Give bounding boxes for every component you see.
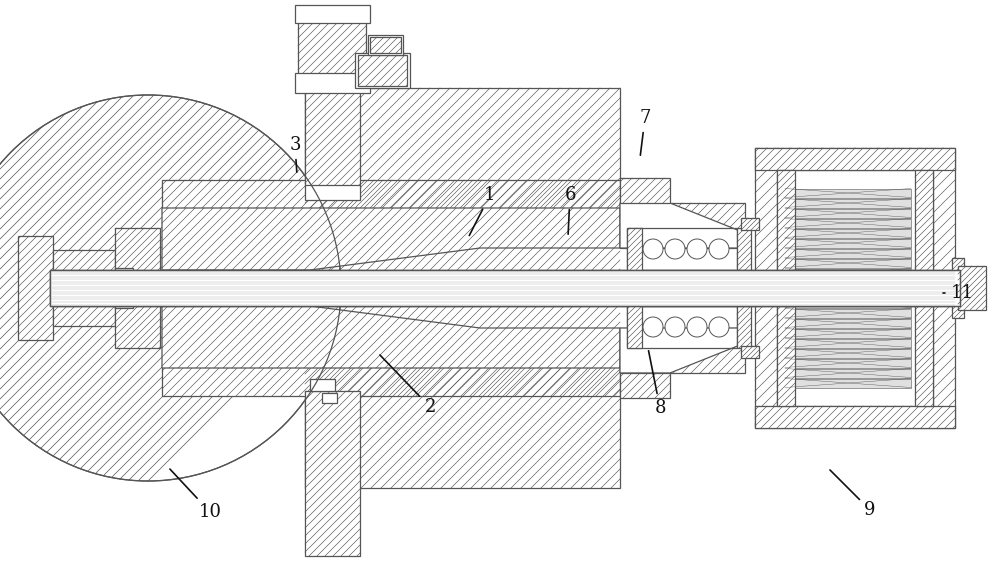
Bar [627,306,737,348]
Circle shape [0,95,341,481]
Bar [305,88,620,208]
Text: 7: 7 [639,109,651,155]
Bar [785,238,911,248]
Circle shape [687,239,707,259]
Bar [755,406,955,428]
Circle shape [709,317,729,337]
Bar [355,53,410,88]
Bar [53,250,115,326]
Bar [368,35,403,55]
Bar [785,358,911,368]
Bar [620,328,745,373]
Bar [958,266,986,310]
Bar [915,170,933,406]
Text: 2: 2 [380,355,436,416]
Bar [755,148,955,428]
Bar [305,88,360,188]
Bar [785,298,911,308]
Bar [370,37,401,53]
Bar [115,293,160,348]
Bar [785,208,911,218]
Circle shape [643,317,663,337]
Text: 3: 3 [289,136,301,172]
Circle shape [643,239,663,259]
Text: 10: 10 [170,469,222,521]
Bar [115,228,160,283]
Bar [785,258,911,268]
Bar [50,270,960,306]
Bar [785,369,911,377]
Bar [785,279,911,287]
Bar [295,73,370,93]
Bar [322,393,337,403]
Polygon shape [162,306,620,368]
Bar [785,228,911,238]
Bar [162,180,620,210]
Text: 1: 1 [469,186,496,235]
Bar [785,288,911,298]
Bar [18,236,53,340]
Bar [50,270,960,306]
Polygon shape [620,328,745,373]
Bar [785,189,911,197]
Bar [785,249,911,257]
Bar [785,309,911,317]
Bar [737,228,751,270]
Polygon shape [620,203,745,248]
Bar [785,349,911,358]
Bar [777,170,933,406]
Bar [620,178,670,203]
Bar [620,373,670,398]
Bar [785,198,911,208]
Bar [162,366,620,396]
Polygon shape [162,208,620,270]
Bar [785,268,911,278]
Bar [50,270,960,306]
Bar [627,228,642,270]
Bar [627,306,642,348]
Bar [305,367,620,488]
Bar [50,270,960,306]
Circle shape [665,317,685,337]
Bar [777,170,795,406]
Text: 8: 8 [649,351,666,417]
Circle shape [687,317,707,337]
Bar [620,203,745,248]
Bar [785,328,911,338]
Bar [295,5,370,23]
Bar [115,268,133,308]
Bar [310,379,335,391]
Bar [741,346,759,358]
Bar [785,319,911,328]
Bar [305,391,360,556]
Bar [952,258,964,318]
Text: 6: 6 [564,186,576,234]
Bar [107,276,117,300]
Bar [627,228,737,270]
Bar [737,270,751,306]
Circle shape [709,239,729,259]
Bar [305,185,360,200]
Bar [785,339,911,347]
Bar [785,379,911,388]
Bar [785,219,911,227]
Bar [298,20,366,75]
Text: 9: 9 [830,470,876,519]
Bar [755,148,955,170]
Bar [741,218,759,230]
Text: 11: 11 [943,284,974,302]
Circle shape [665,239,685,259]
Bar [737,306,751,348]
Bar [358,55,407,86]
